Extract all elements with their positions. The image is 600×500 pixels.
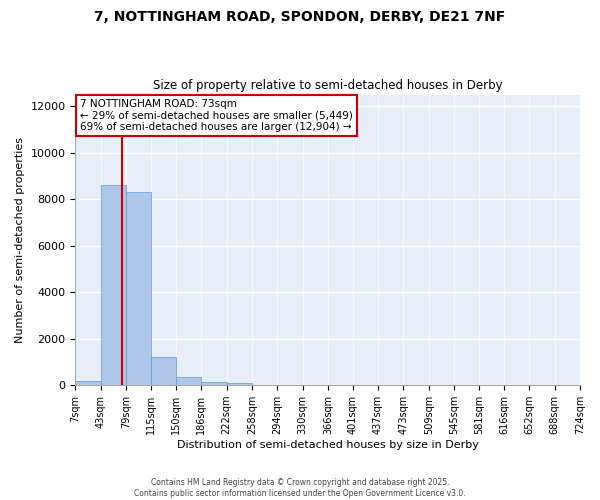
Bar — [101, 185, 126, 385]
Bar — [176, 377, 202, 385]
Bar — [151, 358, 176, 385]
Text: Contains HM Land Registry data © Crown copyright and database right 2025.
Contai: Contains HM Land Registry data © Crown c… — [134, 478, 466, 498]
Title: Size of property relative to semi-detached houses in Derby: Size of property relative to semi-detach… — [153, 79, 503, 92]
Bar — [227, 384, 252, 385]
Bar — [76, 380, 101, 385]
Bar — [126, 192, 151, 385]
X-axis label: Distribution of semi-detached houses by size in Derby: Distribution of semi-detached houses by … — [177, 440, 479, 450]
Y-axis label: Number of semi-detached properties: Number of semi-detached properties — [15, 137, 25, 343]
Bar — [202, 382, 227, 385]
Text: 7, NOTTINGHAM ROAD, SPONDON, DERBY, DE21 7NF: 7, NOTTINGHAM ROAD, SPONDON, DERBY, DE21… — [94, 10, 506, 24]
Text: 7 NOTTINGHAM ROAD: 73sqm
← 29% of semi-detached houses are smaller (5,449)
69% o: 7 NOTTINGHAM ROAD: 73sqm ← 29% of semi-d… — [80, 99, 353, 132]
